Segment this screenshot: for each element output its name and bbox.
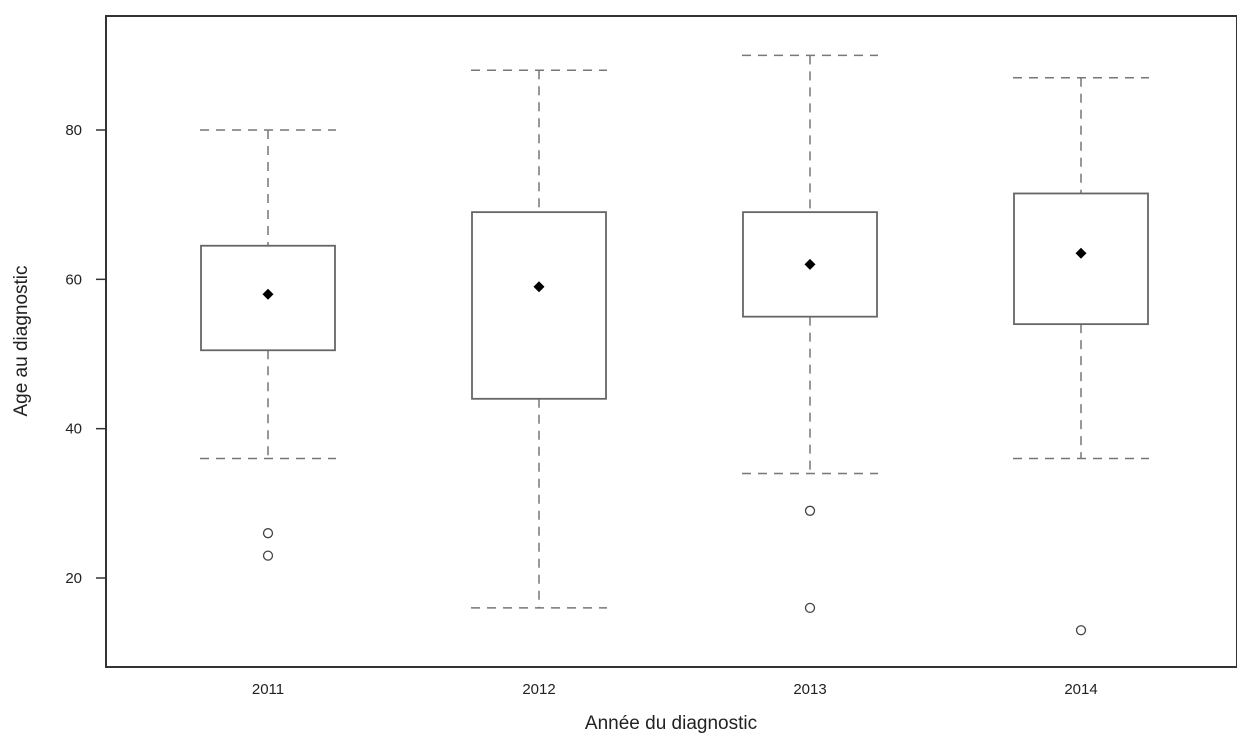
box-2014 (1013, 76, 1149, 636)
x-tick-label: 2011 (252, 681, 284, 698)
y-axis-title: Age au diagnostic (11, 265, 32, 416)
box-2012 (471, 69, 607, 609)
box-2011 (200, 129, 336, 561)
x-tick-label: 2013 (793, 681, 826, 698)
mean-marker (1075, 247, 1087, 259)
y-axis: 20 40 60 80 (65, 122, 106, 587)
x-axis-title: Année du diagnostic (585, 713, 757, 734)
y-tick-label: 60 (65, 271, 82, 288)
iqr-box (471, 211, 607, 400)
outlier-point (262, 528, 274, 539)
y-tick-label: 20 (65, 570, 82, 587)
x-tick-label: 2014 (1064, 681, 1097, 698)
box-2013 (742, 54, 878, 614)
outlier-point (1075, 625, 1087, 636)
box-series (200, 54, 1149, 636)
outlier-point (804, 602, 816, 614)
outlier-point (804, 505, 816, 516)
mean-marker (804, 258, 816, 270)
mean-marker (262, 288, 274, 300)
outlier-point (262, 550, 274, 561)
x-axis: 2011 2012 2013 2014 (252, 681, 1098, 698)
mean-marker (533, 281, 545, 293)
x-tick-label: 2012 (522, 681, 555, 698)
iqr-box (1013, 192, 1149, 326)
plot-frame (105, 15, 1237, 668)
y-tick-label: 80 (65, 122, 82, 139)
y-tick-label: 40 (65, 421, 82, 438)
